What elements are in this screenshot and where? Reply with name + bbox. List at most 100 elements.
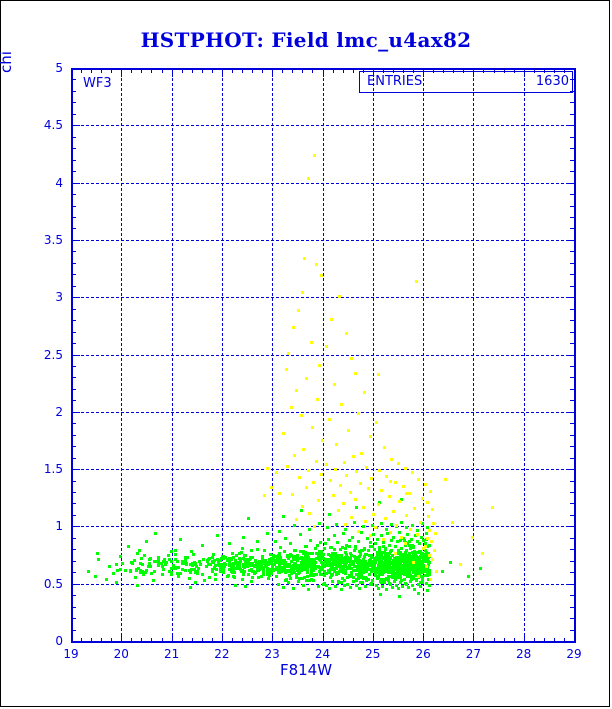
data-point-good [303, 561, 307, 565]
data-point-good [384, 588, 388, 592]
tick-major-y [566, 469, 574, 471]
data-point-good [157, 559, 161, 563]
tick-minor-x [181, 69, 183, 73]
tick-minor-y [570, 480, 574, 482]
data-point-good [400, 570, 404, 574]
data-point-good [224, 556, 228, 560]
tick-major-y [72, 526, 80, 528]
data-point-good [252, 564, 256, 568]
data-point-good [222, 571, 226, 575]
data-point-good [303, 553, 307, 557]
data-point-good [135, 552, 139, 556]
data-point-good [411, 570, 415, 574]
data-point-good [324, 561, 328, 565]
data-point-flagged [480, 551, 484, 555]
data-point-good [271, 565, 275, 569]
data-point-good [404, 548, 408, 552]
data-point-good [385, 566, 389, 570]
data-point-good [412, 550, 416, 554]
data-point-good [387, 543, 391, 547]
data-point-good [211, 560, 215, 564]
data-point-good [353, 544, 357, 548]
data-point-good [337, 564, 341, 568]
data-point-flagged [376, 503, 380, 507]
data-point-good [358, 587, 362, 591]
data-point-good [343, 556, 347, 560]
data-point-good [174, 549, 178, 553]
data-point-flagged [425, 565, 429, 569]
data-point-good [139, 571, 143, 575]
data-point-flagged [316, 398, 320, 402]
data-point-good [397, 555, 401, 559]
tick-minor-y [72, 618, 76, 620]
data-point-good [385, 527, 389, 531]
data-point-good [378, 558, 382, 562]
tick-minor-x [352, 638, 354, 642]
data-point-good [337, 553, 341, 557]
data-point-good [293, 562, 297, 566]
tick-minor-y [570, 446, 574, 448]
data-point-good [356, 540, 360, 544]
data-point-good [371, 533, 375, 537]
data-point-good [327, 570, 331, 574]
data-point-good [222, 565, 226, 569]
data-point-good [412, 565, 416, 569]
tick-major-x [221, 634, 223, 642]
data-point-flagged [293, 454, 297, 458]
data-point-good [334, 573, 338, 577]
data-point-good [423, 548, 427, 552]
data-point-good [338, 548, 342, 552]
tick-minor-y [72, 79, 76, 81]
data-point-good [241, 562, 245, 566]
data-point-good [307, 555, 311, 559]
data-point-good [259, 574, 263, 578]
data-point-good [337, 579, 341, 583]
data-point-good [240, 568, 244, 572]
data-point-flagged [328, 479, 332, 483]
data-point-good [391, 575, 395, 579]
tick-minor-x [151, 69, 153, 73]
data-point-good [244, 584, 248, 588]
data-point-good [295, 558, 299, 562]
data-point-good [173, 552, 177, 556]
data-point-good [249, 580, 253, 584]
tick-minor-y [72, 159, 76, 161]
tick-major-x [523, 69, 525, 77]
data-point-good [301, 583, 305, 587]
tick-minor-y [570, 423, 574, 425]
data-point-good [324, 563, 328, 567]
data-point-good [254, 559, 258, 563]
data-point-good [417, 582, 421, 586]
tick-minor-x [302, 69, 304, 73]
data-point-good [413, 568, 417, 572]
data-point-good [392, 559, 396, 563]
data-point-good [383, 553, 387, 557]
data-point-good [163, 557, 167, 561]
data-point-good [389, 548, 393, 552]
data-point-good [352, 568, 356, 572]
data-point-flagged [301, 504, 305, 508]
tick-minor-x [342, 69, 344, 73]
data-point-good [370, 582, 374, 586]
data-point-good [367, 568, 371, 572]
data-point-good [229, 567, 233, 571]
data-point-good [381, 541, 385, 545]
data-point-good [282, 560, 286, 564]
data-point-good [286, 564, 290, 568]
data-point-good [384, 546, 388, 550]
data-point-good [322, 563, 326, 567]
data-point-good [378, 580, 382, 584]
tick-major-x [423, 69, 425, 77]
data-point-good [357, 572, 361, 576]
data-point-flagged [345, 473, 349, 477]
x-tick-label: 23 [264, 647, 280, 661]
data-point-good [115, 569, 119, 573]
tick-minor-y [72, 377, 76, 379]
data-point-flagged [307, 176, 311, 180]
data-point-good [349, 551, 353, 555]
data-point-good [242, 564, 246, 568]
tick-major-x [423, 634, 425, 642]
data-point-good [398, 551, 402, 555]
data-point-good [247, 517, 251, 521]
data-point-good [411, 564, 415, 567]
